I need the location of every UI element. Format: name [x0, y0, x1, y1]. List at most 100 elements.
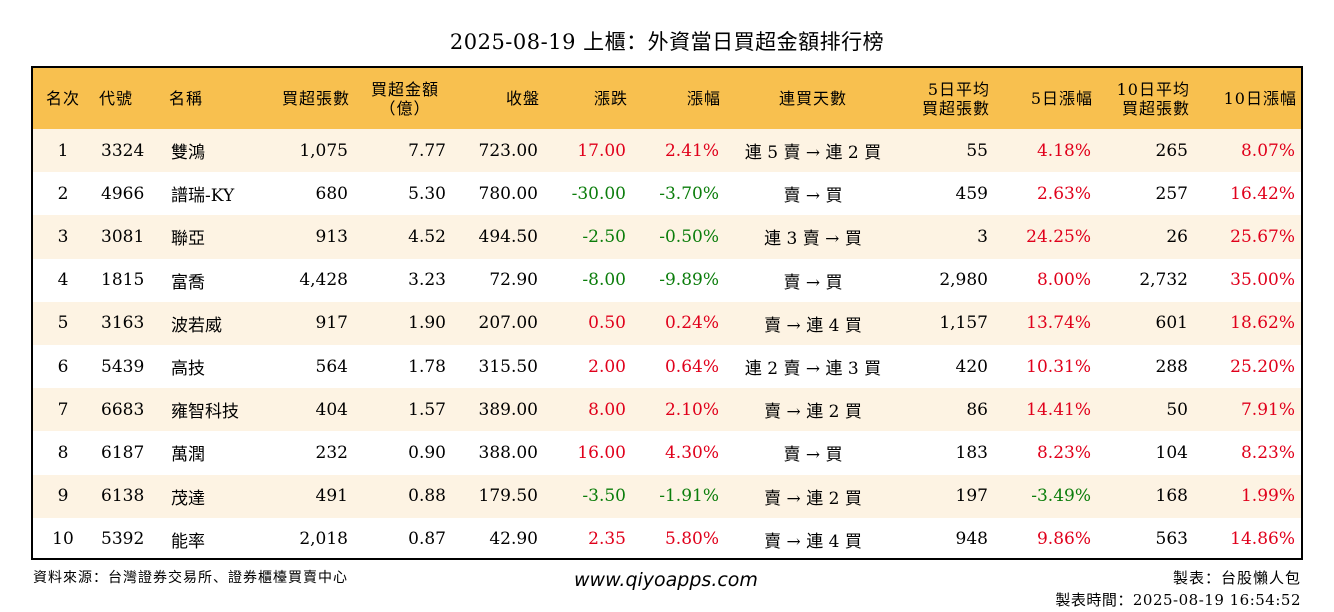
cell-name: 富喬 [171, 272, 205, 293]
cell-code: 6138 [101, 486, 145, 507]
cell-pct5: 8.00% [1036, 270, 1091, 291]
cell-buy-amount: 7.77 [408, 140, 446, 161]
cell-pct10: 25.67% [1230, 226, 1295, 247]
cell-avg10: 2,732 [1139, 270, 1188, 291]
cell-streak: 賣 → 連 2 買 [764, 402, 862, 423]
cell-close: 723.00 [478, 140, 538, 161]
header-avg5-line2: 買超張數 [921, 98, 990, 118]
cell-pct5: 10.31% [1026, 356, 1091, 377]
cell-change: 2.35 [588, 529, 626, 550]
cell-avg5: 86 [966, 399, 988, 420]
header-avg10-line1: 10日平均 [1116, 79, 1190, 99]
cell-rank: 6 [57, 356, 69, 377]
cell-buy-amount: 1.78 [408, 356, 446, 377]
cell-change-pct: 0.64% [664, 356, 719, 377]
data-source: 資料來源：台灣證券交易所、證券櫃檯買賣中心 [33, 570, 348, 586]
cell-name: 聯亞 [171, 229, 205, 250]
cell-code: 3324 [101, 140, 145, 161]
cell-pct5: 8.23% [1036, 442, 1091, 463]
cell-close: 42.90 [489, 529, 538, 550]
cell-avg10: 601 [1155, 313, 1188, 334]
cell-change-pct: 4.30% [664, 442, 719, 463]
header-pct5: 5日漲幅 [1030, 89, 1093, 108]
cell-change: 2.00 [588, 356, 626, 377]
table-maker: 製表：台股懶人包 [1172, 569, 1301, 587]
cell-close: 179.50 [478, 486, 538, 507]
cell-code: 3163 [101, 313, 145, 334]
cell-streak: 賣 → 買 [783, 186, 843, 207]
cell-close: 72.90 [489, 270, 538, 291]
cell-buy-lots: 1,075 [299, 140, 348, 161]
cell-buy-lots: 2,018 [299, 529, 348, 550]
header-avg10-line2: 買超張數 [1121, 98, 1190, 118]
cell-rank: 4 [57, 270, 69, 291]
cell-code: 5439 [101, 356, 145, 377]
cell-avg5: 197 [955, 486, 988, 507]
cell-buy-amount: 4.52 [408, 226, 446, 247]
cell-pct10: 35.00% [1230, 270, 1295, 291]
cell-rank: 3 [57, 226, 69, 247]
table-row: 9 6138 茂達 491 0.88 179.50 -3.50 -1.91% 賣 → 連 2 買… [33, 474, 1301, 518]
cell-avg10: 563 [1155, 529, 1188, 550]
table-row: 6 5439 高技 564 1.78 315.50 2.00 0.64% 連 2 賣 → 連 3… [33, 344, 1301, 389]
cell-buy-lots: 4,428 [299, 270, 348, 291]
cell-change: 8.00 [588, 399, 626, 420]
cell-avg5: 3 [977, 226, 988, 247]
cell-name: 萬潤 [171, 445, 205, 466]
cell-avg5: 183 [955, 442, 988, 463]
cell-buy-amount: 5.30 [408, 183, 446, 204]
cell-avg10: 288 [1155, 356, 1188, 377]
ranking-table: 名次 代號 名稱 買超張數 買超金額 （億） 收盤 漲跌 漲幅 連買天數 5日平… [31, 66, 1303, 560]
made-time: 製表時間：2025-08-19 16:54:52 [1055, 591, 1301, 609]
cell-code: 5392 [101, 529, 145, 550]
cell-streak: 賣 → 連 4 買 [764, 531, 862, 552]
website-link[interactable]: www.qiyoapps.com [574, 569, 758, 591]
cell-streak: 賣 → 買 [783, 272, 843, 293]
cell-change-pct: -0.50% [659, 226, 719, 247]
cell-pct10: 8.07% [1240, 140, 1295, 161]
header-name: 名稱 [169, 89, 204, 108]
cell-rank: 9 [57, 486, 69, 507]
cell-buy-amount: 1.90 [408, 313, 446, 334]
cell-buy-amount: 1.57 [408, 399, 446, 420]
cell-avg10: 257 [1155, 183, 1188, 204]
cell-buy-lots: 917 [315, 313, 348, 334]
cell-change: -30.00 [571, 183, 626, 204]
cell-streak: 賣 → 連 2 買 [764, 488, 862, 509]
cell-code: 3081 [101, 226, 145, 247]
table-row: 4 1815 富喬 4,428 3.23 72.90 -8.00 -9.89% 賣 → 買 2,9… [33, 258, 1301, 302]
cell-name: 波若威 [171, 315, 222, 336]
cell-change-pct: 2.10% [664, 399, 719, 420]
cell-pct5: 13.74% [1026, 313, 1091, 334]
cell-avg5: 1,157 [939, 313, 988, 334]
header-buy-lots: 買超張數 [281, 89, 350, 108]
cell-streak: 連 3 賣 → 買 [764, 229, 862, 250]
cell-buy-amount: 0.90 [408, 442, 446, 463]
cell-change: 0.50 [588, 313, 626, 334]
table-body: 1 3324 雙鴻 1,075 7.77 723.00 17.00 2.41% 連 5 賣 → … [33, 129, 1301, 558]
header-pct10: 10日漲幅 [1223, 89, 1297, 108]
header-change-pct: 漲幅 [686, 89, 721, 108]
cell-code: 6187 [101, 442, 145, 463]
cell-buy-lots: 232 [315, 442, 348, 463]
header-code: 代號 [99, 89, 134, 108]
cell-pct5: 4.18% [1036, 140, 1091, 161]
cell-change: -3.50 [582, 486, 626, 507]
cell-pct5: -3.49% [1031, 486, 1091, 507]
cell-rank: 8 [57, 442, 69, 463]
header-avg10: 10日平均 買超張數 [1099, 68, 1196, 129]
cell-rank: 1 [57, 140, 69, 161]
header-avg5: 5日平均 買超張數 [899, 68, 996, 129]
cell-avg10: 104 [1155, 442, 1188, 463]
cell-pct10: 1.99% [1240, 486, 1295, 507]
cell-avg5: 2,980 [939, 270, 988, 291]
cell-buy-lots: 491 [315, 486, 348, 507]
cell-name: 雙鴻 [171, 143, 205, 164]
table-row: 8 6187 萬潤 232 0.90 388.00 16.00 4.30% 賣 → 買 183 8.… [33, 431, 1301, 475]
page-title: 2025-08-19 上櫃：外資當日買超金額排行榜 [449, 30, 885, 54]
cell-code: 4966 [101, 183, 145, 204]
cell-name: 高技 [171, 359, 205, 380]
cell-pct5: 24.25% [1026, 226, 1091, 247]
cell-rank: 5 [57, 313, 69, 334]
header-change: 漲跌 [593, 89, 628, 108]
